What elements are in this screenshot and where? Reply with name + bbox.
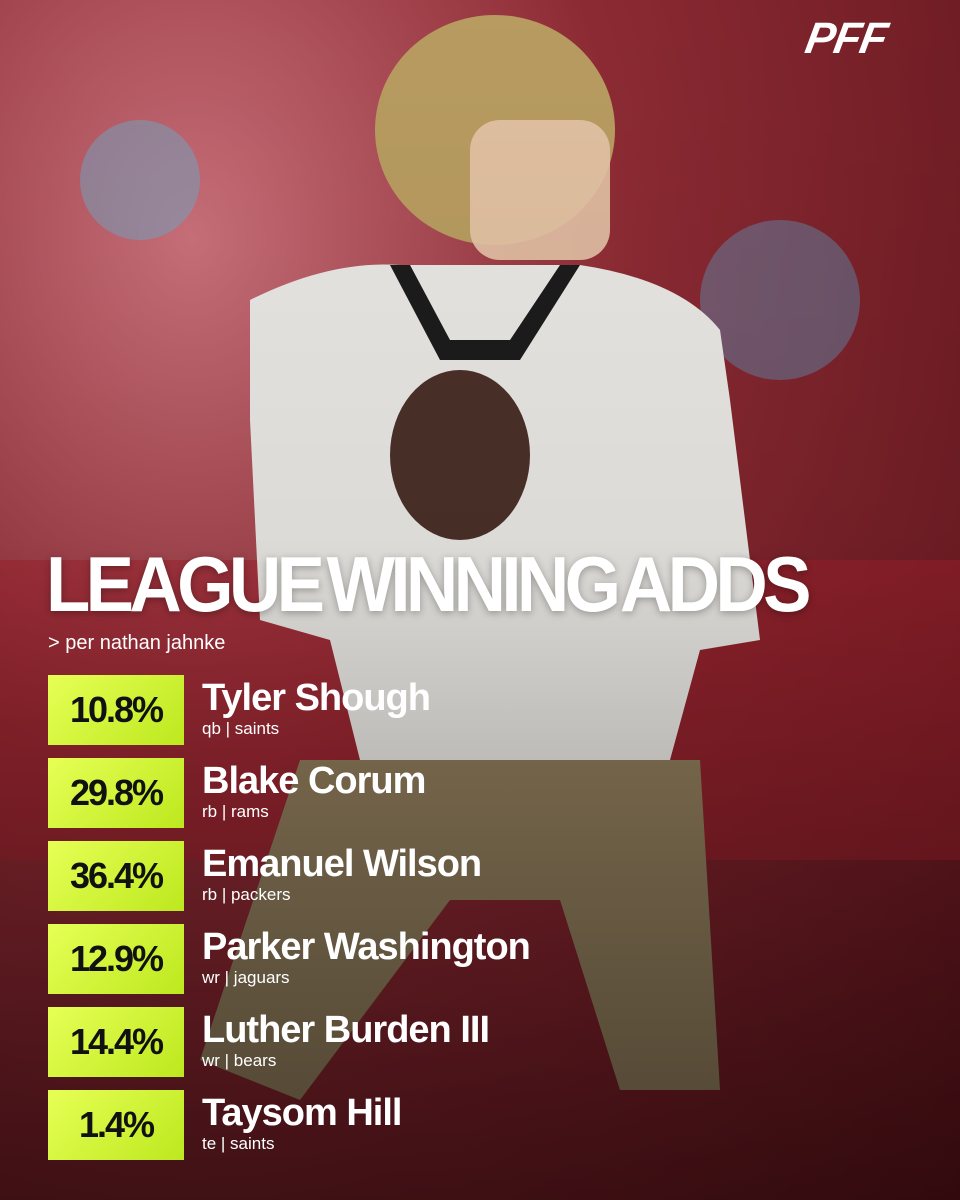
player-name: Taysom Hill [202, 1092, 402, 1134]
player-name: Parker Washington [202, 926, 531, 968]
player-position-team: te | saints [202, 1134, 275, 1153]
player-name: Luther Burden III [202, 1009, 490, 1051]
player-position-team: qb | saints [202, 719, 280, 738]
player-row: 1.4% Taysom Hill te | saints [48, 1090, 928, 1160]
player-row: 29.8% Blake Corum rb | rams [48, 758, 928, 828]
subtitle: > per nathan jahnke [48, 632, 226, 654]
percentage-badge: 1.4% [48, 1090, 184, 1160]
percentage-badge: 14.4% [48, 1007, 184, 1077]
logo: PFF [801, 14, 891, 63]
player-row: 10.8% Tyler Shough qb | saints [48, 675, 928, 745]
player-row: 36.4% Emanuel Wilson rb | packers [48, 841, 928, 911]
player-name: Emanuel Wilson [202, 843, 482, 885]
player-name: Tyler Shough [202, 677, 431, 719]
title: LEAGUE WINNING ADDS [46, 540, 811, 628]
percentage-badge: 36.4% [48, 841, 184, 911]
player-row: 14.4% Luther Burden III wr | bears [48, 1007, 928, 1077]
player-row: 12.9% Parker Washington wr | jaguars [48, 924, 928, 994]
player-position-team: wr | bears [202, 1051, 277, 1070]
player-name: Blake Corum [202, 760, 426, 802]
player-position-team: rb | packers [202, 885, 291, 904]
percentage-badge: 29.8% [48, 758, 184, 828]
percentage-badge: 12.9% [48, 924, 184, 994]
player-position-team: rb | rams [202, 802, 269, 821]
player-position-team: wr | jaguars [202, 968, 290, 987]
percentage-badge: 10.8% [48, 675, 184, 745]
